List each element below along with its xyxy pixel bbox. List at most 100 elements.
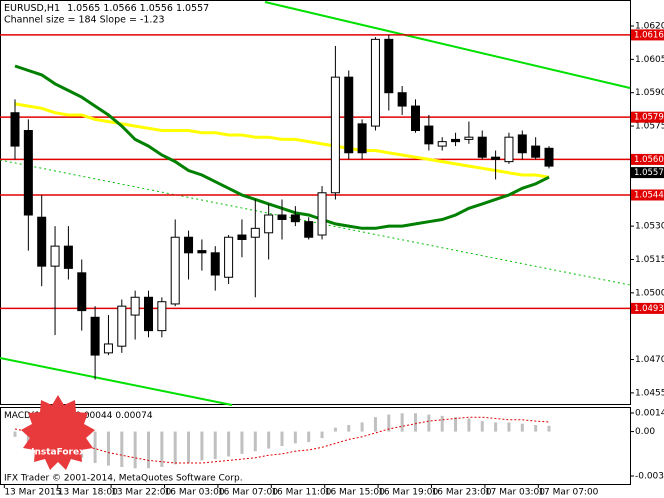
logo-text: InstaForex [31, 448, 85, 458]
candle-body [63, 245, 73, 269]
y-tick-label: 1.0500 [635, 288, 664, 298]
high: 1.0566 [103, 3, 136, 14]
macd-bar [467, 418, 471, 432]
level-label-bg [631, 302, 664, 314]
macd-bar [494, 422, 498, 432]
y-tick-label: 1.0515 [635, 255, 664, 265]
level-label-bg [631, 29, 664, 41]
level-label: 1.0544 [634, 190, 664, 200]
macd-bar [400, 413, 404, 432]
candle-body [357, 123, 367, 154]
macd-bar [440, 415, 444, 432]
candle-body [437, 141, 447, 147]
candle-body [304, 221, 314, 238]
macd-y-tick-label: -0.00339 [635, 472, 664, 482]
price-label: 1.0557 [634, 168, 664, 178]
candle-body [504, 136, 514, 163]
candle-body [411, 105, 420, 132]
y-tick-label: 1.0590 [635, 88, 664, 98]
price-label-bg [631, 167, 664, 179]
candle-body [544, 147, 554, 167]
candle-body [77, 272, 87, 312]
level-label-bg [631, 111, 664, 123]
macd-bar [93, 431, 97, 464]
macd-bar [106, 431, 110, 466]
y-tick-label: 1.0470 [635, 355, 664, 365]
candle-body [451, 138, 461, 143]
candle-body [157, 301, 167, 332]
annotation: Channel size = 184 Slope = -1.23 [4, 15, 165, 26]
candle-body [384, 38, 394, 94]
macd-bar [454, 417, 458, 432]
level-label: 1.0493 [634, 304, 664, 314]
plot: 1.0620 1.0605 1.0590 1.0575 1.0530 1.0515 1.05… [0, 22, 664, 498]
candle-body [531, 145, 541, 158]
signal-value: 0.00074 [115, 411, 152, 421]
candle-body [50, 245, 60, 267]
candle-body [250, 227, 260, 238]
macd-bar [547, 425, 551, 432]
macd-bar [253, 431, 257, 452]
x-tick-label: 17 Mar 03:00 [485, 488, 545, 498]
y-tick-label: 1.0530 [635, 222, 664, 232]
channel-line [0, 357, 233, 406]
candle-body [10, 112, 20, 147]
level-label-bg [631, 189, 664, 201]
macd-bar [387, 414, 391, 432]
candle-body [170, 236, 180, 305]
macd-bar [333, 427, 337, 432]
macd-panel [0, 407, 631, 485]
level-label: 1.0616 [634, 30, 664, 40]
x-tick-label: 16 Mar 03:00 [165, 488, 225, 498]
macd-bar [133, 431, 137, 469]
macd-bar [293, 431, 297, 444]
x-tick-label: 16 Mar 19:00 [378, 488, 438, 498]
macd-bar [160, 431, 164, 467]
candle-body [90, 316, 100, 356]
candle-body [210, 252, 220, 276]
macd-bar [227, 431, 231, 457]
candle-body [290, 214, 300, 223]
macd-bar [13, 431, 17, 437]
low: 1.0556 [140, 3, 173, 14]
candle-body [184, 236, 194, 254]
candle-body [397, 92, 407, 107]
candle-body [130, 296, 140, 316]
macd-y-tick-label: 0.00 [635, 427, 655, 437]
y-tick-label: 1.0455 [635, 388, 664, 398]
candle-body [464, 136, 474, 140]
macd-y-tick-label: 0.00142 [635, 408, 664, 418]
macd-bar [520, 423, 524, 432]
x-tick-label: 16 Mar 15:00 [325, 488, 385, 498]
y-tick-label: 1.0620 [635, 22, 664, 32]
macd-bar [267, 431, 271, 449]
candle-body [197, 250, 207, 254]
x-tick-label: 17 Mar 07:00 [538, 488, 598, 498]
candle-body [237, 234, 247, 240]
macd-bar [360, 422, 364, 432]
macd-bar [307, 431, 311, 443]
moving-average [14, 102, 550, 179]
candle-body [144, 296, 153, 332]
candle-body [491, 156, 501, 160]
channel-line [264, 1, 631, 89]
candle-body [277, 214, 287, 220]
footer: IFX Trader © 2001-2014, MetaQuotes Softw… [4, 474, 243, 484]
x-tick-label: 16 Mar 23:00 [432, 488, 492, 498]
macd-bar [507, 422, 511, 432]
x-tick-label: 16 Mar 07:00 [218, 488, 278, 498]
logo: InstaForex [21, 395, 95, 470]
macd-bar [347, 425, 351, 432]
candle-body [370, 38, 380, 127]
macd-bar [320, 431, 324, 439]
level-label: 1.0560 [634, 155, 664, 165]
main-panel [0, 0, 631, 405]
candle-body [477, 136, 487, 158]
x-tick-label: 16 Mar 11:00 [271, 488, 331, 498]
candle-body [424, 125, 434, 145]
x-tick-label: 13 Mar 2015 [4, 488, 61, 498]
macd-bar [173, 431, 177, 465]
macd-bar [120, 431, 124, 467]
macd-bar [427, 414, 431, 432]
